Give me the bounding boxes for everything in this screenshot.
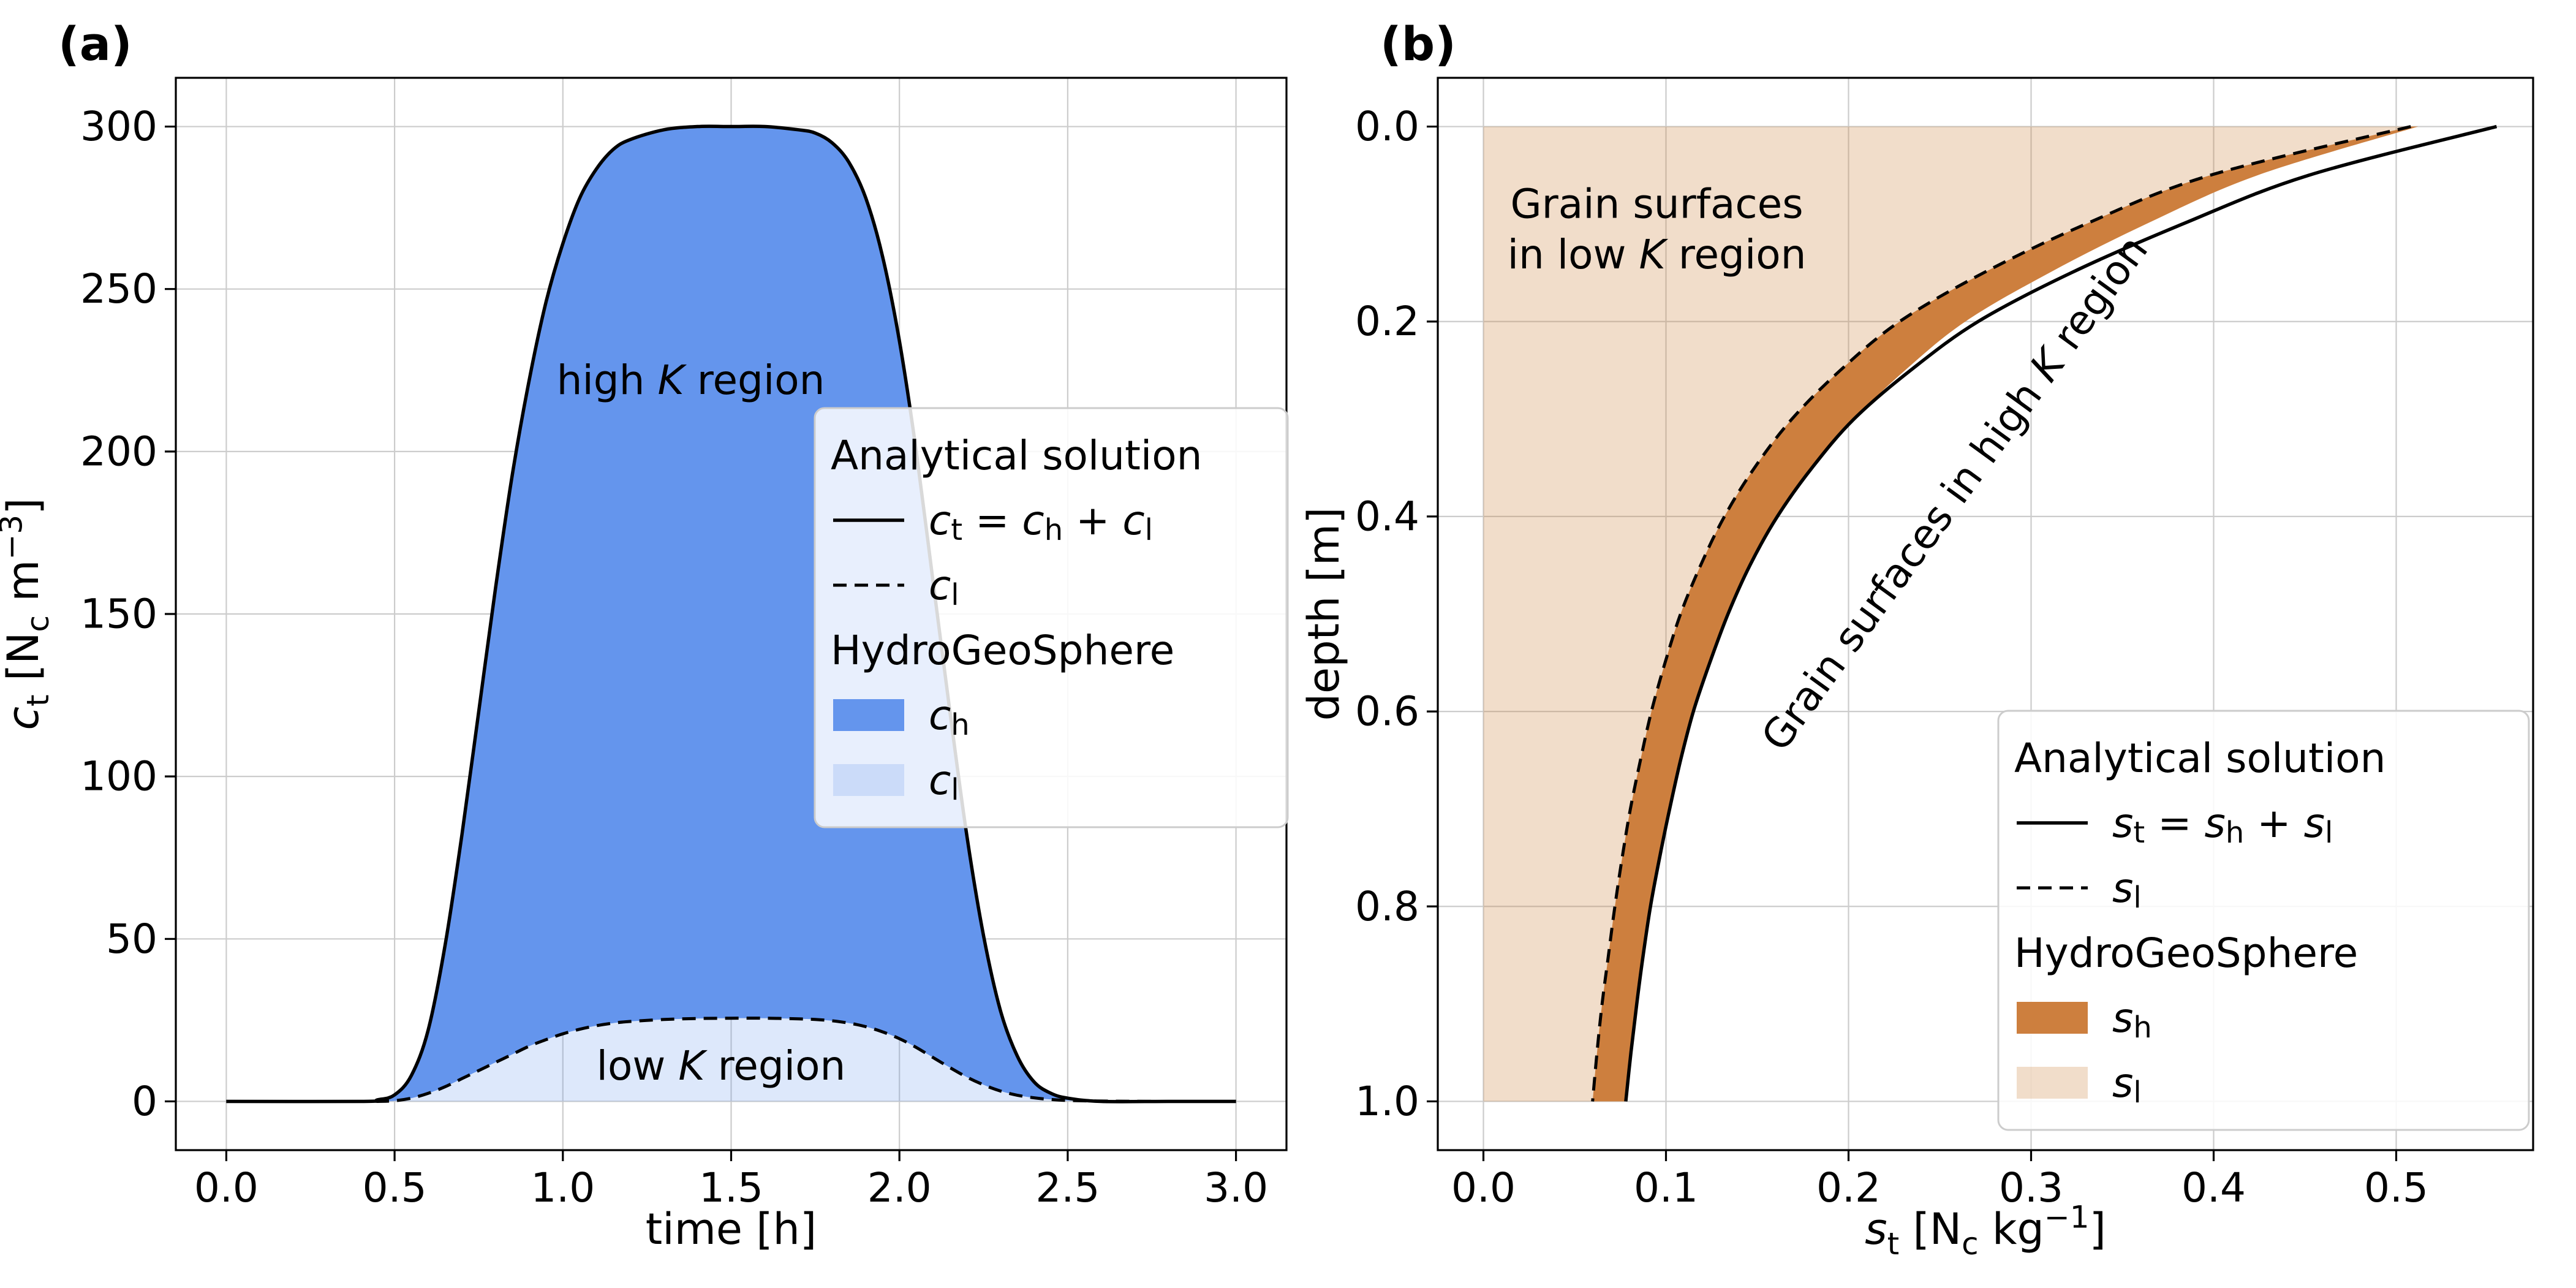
legend-entry-label: cl: [929, 562, 959, 612]
y-tick-label: 0.0: [1355, 103, 1419, 150]
legend-section-title: HydroGeoSphere: [2014, 930, 2358, 977]
y-tick-label: 1.0: [1355, 1078, 1419, 1125]
y-tick-label: 0: [132, 1078, 157, 1125]
x-tick-label: 2.5: [1035, 1164, 1100, 1211]
legend-entry-label: ct = ch + cl: [929, 497, 1153, 547]
x-tick-label: 0.0: [194, 1164, 259, 1211]
legend-section-title: Analytical solution: [2014, 735, 2385, 782]
annotation-text: low K region: [597, 1042, 846, 1089]
x-tick-label: 0.5: [2364, 1164, 2428, 1211]
s-l-line: [1591, 125, 2411, 1102]
x-tick-label: 0.1: [1634, 1164, 1698, 1211]
y-tick-label: 100: [80, 753, 157, 800]
legend: Analytical solution ct = ch + cl cl HydroGe…: [814, 407, 1289, 828]
c-l-fill-area: [226, 1018, 1236, 1102]
c-h-fill-area: [226, 126, 1236, 1102]
axes-spines: [1437, 77, 2534, 1151]
x-tick-label: 0.0: [1451, 1164, 1516, 1211]
s-t-line: [1624, 124, 2498, 1102]
y-tick-label: 50: [106, 915, 157, 963]
y-tick-label: 200: [80, 428, 157, 475]
legend-entry-label: cl: [929, 757, 959, 807]
legend-swatch-patch-icon: [2017, 1067, 2088, 1099]
y-tick-label: 0.8: [1355, 883, 1419, 930]
c-l-line: [226, 1017, 1236, 1104]
y-tick-label: 0.4: [1355, 493, 1419, 540]
c-t-line: [226, 124, 1236, 1104]
legend-section-title: HydroGeoSphere: [831, 627, 1174, 674]
legend-swatch-patch-icon: [2017, 1002, 2088, 1034]
x-tick-label: 1.0: [531, 1164, 595, 1211]
annotation-text: Grain surfaces in low K region: [1508, 180, 1807, 278]
legend-box: [814, 407, 1289, 828]
annotation-text: high K region: [557, 357, 825, 404]
x-tick-label: 0.3: [1999, 1164, 2063, 1211]
x-tick-label: 3.0: [1204, 1164, 1268, 1211]
y-tick-label: 0.2: [1355, 298, 1419, 345]
legend-entry-label: st = sh + sl: [2112, 800, 2333, 850]
x-tick-label: 0.4: [2181, 1164, 2246, 1211]
panel-a: high K region low K region 0.0 0.5 1.0 1.5 2.0…: [0, 17, 1289, 1254]
y-tick-label: 0.6: [1355, 688, 1419, 735]
x-tick-label: 0.5: [363, 1164, 427, 1211]
y-axis-label: depth [m]: [1299, 507, 1349, 721]
x-axis-label: st [Nc kg−1]: [1865, 1199, 2106, 1261]
y-axis-label: ct [Nc m−3]: [0, 498, 56, 730]
x-axis-label: time [h]: [646, 1204, 817, 1254]
panel-letter: (b): [1380, 17, 1456, 71]
legend-section-title: Analytical solution: [831, 432, 1202, 479]
legend-entry-label: ch: [929, 692, 970, 742]
x-tick-label: 0.2: [1816, 1164, 1881, 1211]
x-tick-label: 2.0: [867, 1164, 932, 1211]
x-tick-label: 1.5: [699, 1164, 763, 1211]
y-tick-label: 150: [80, 591, 157, 638]
legend-swatch-patch-icon: [833, 699, 904, 731]
panel-letter: (a): [58, 17, 132, 71]
y-tick-label: 300: [80, 103, 157, 150]
legend-entry-label: sh: [2112, 994, 2152, 1045]
legend-entry-label: sl: [2112, 1059, 2142, 1110]
legend: Analytical solution st = sh + sl sl HydroGe…: [1997, 710, 2530, 1131]
s-l-fill-area: [1483, 126, 2411, 1102]
legend-box: [1997, 710, 2530, 1131]
y-tick-label: 250: [80, 265, 157, 313]
legend-swatch-patch-icon: [833, 764, 904, 796]
legend-entry-label: sl: [2112, 865, 2142, 915]
